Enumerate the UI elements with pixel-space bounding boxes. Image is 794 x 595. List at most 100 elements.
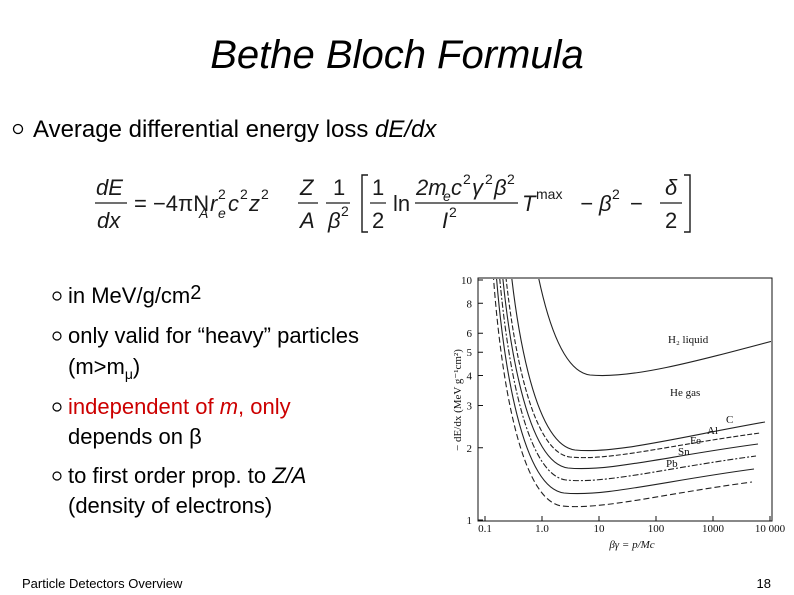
curve — [502, 279, 759, 470]
formula-term: T — [522, 191, 537, 216]
x-tick-label: 1000 — [702, 523, 725, 535]
bullet: Average differential energy loss dE/dx — [33, 116, 437, 143]
page-number: 18 — [757, 576, 771, 591]
item-text: only valid for “heavy” particles — [68, 323, 359, 348]
footer-text: Particle Detectors Overview — [22, 576, 183, 591]
formula-term: 2 — [612, 186, 620, 202]
item-text: to first order prop. to — [68, 463, 272, 488]
formula-term: β — [493, 175, 507, 200]
curve-label: Al — [707, 425, 718, 437]
item-text: ) — [133, 354, 140, 379]
bullet-marker — [52, 471, 62, 481]
item: (m>mμ) — [68, 354, 140, 382]
curve-label: He gas — [670, 387, 700, 399]
item-text: independent of — [68, 394, 220, 419]
formula-term: 2 — [449, 204, 457, 220]
formula-term: e — [443, 188, 451, 204]
formula-term: 2m — [415, 175, 447, 200]
formula-term: dx — [97, 208, 121, 233]
x-tick-label: 10 000 — [755, 523, 786, 535]
curve — [538, 279, 771, 377]
formula-term: − β — [580, 191, 612, 216]
formula-term: z — [248, 191, 260, 216]
curve-label: H₂ liquid — [668, 334, 709, 346]
formula-term: ln — [393, 191, 410, 216]
formula-term: Z — [299, 175, 315, 200]
y-tick-label: 2 — [467, 443, 473, 455]
y-tick-label: 3 — [467, 400, 473, 412]
bullet-marker — [12, 123, 24, 135]
item: to first order prop. to Z/A — [68, 463, 306, 488]
bullet-emph: dE/dx — [375, 116, 437, 143]
y-tick-label: 4 — [467, 371, 473, 383]
bracket — [361, 174, 368, 233]
y-axis-label: − dE/dx (MeV g⁻¹cm²) — [452, 349, 464, 451]
formula-term: γ — [472, 175, 485, 200]
curve — [511, 279, 766, 452]
formula-term: e — [218, 205, 226, 221]
formula-term: c — [228, 191, 239, 216]
formula-term: I — [442, 208, 448, 233]
item: in MeV/g/cm2 — [68, 282, 201, 308]
slide-title: Bethe Bloch Formula — [210, 33, 584, 77]
formula-term: β — [327, 208, 341, 233]
item-sub: μ — [125, 366, 133, 382]
item-emph: m — [220, 394, 238, 419]
x-tick-label: 10 — [594, 523, 606, 535]
curve-label: Sn — [678, 446, 690, 458]
formula-term: 2 — [665, 208, 677, 233]
item-text: in MeV/g/cm — [68, 283, 190, 308]
item: independent of m, only — [68, 394, 291, 419]
x-tick-label: 100 — [648, 523, 665, 535]
bullet-marker — [52, 291, 62, 301]
y-tick-label: 6 — [467, 328, 473, 340]
formula-term: A — [298, 208, 315, 233]
formula-term: A — [198, 205, 208, 221]
curve-label: Fe — [690, 435, 701, 447]
sub-bullets: in MeV/g/cm2 only valid for “heavy” part… — [52, 282, 359, 518]
formula-term: 2 — [485, 171, 493, 187]
item-emph: Z/A — [271, 463, 306, 488]
item-text: , only — [238, 394, 291, 419]
y-tick-label: 1 — [467, 515, 473, 527]
formula-term: r — [210, 191, 219, 216]
bracket — [684, 174, 691, 233]
y-tick-label: 10 — [461, 275, 473, 287]
x-axis-label: βγ = p/Mc — [608, 539, 654, 551]
formula-term: dE — [96, 175, 123, 200]
bullet-marker — [52, 331, 62, 341]
formula-term: = −4πN — [134, 191, 209, 216]
formula-term: − — [630, 191, 643, 216]
curve — [493, 279, 753, 508]
y-tick-label: 8 — [467, 298, 473, 310]
bullet-marker — [52, 402, 62, 412]
formula-term: max — [536, 186, 562, 202]
formula-term: 1 — [333, 175, 345, 200]
formula-term: δ — [665, 175, 678, 200]
item-text: depends on β — [68, 424, 202, 449]
formula: dE dx = −4πN A r 2 e c 2 z 2 Z A 1 β 2 1… — [95, 171, 691, 233]
item-sup: 2 — [190, 282, 201, 304]
formula-term: c — [451, 175, 462, 200]
formula-term: 2 — [240, 186, 248, 202]
formula-term: 2 — [463, 171, 471, 187]
item-text: (density of electrons) — [68, 493, 272, 518]
formula-term: 2 — [261, 186, 269, 202]
energy-loss-plot: H₂ liquid He gas C Al Fe Sn Pb − dE/dx (… — [452, 275, 786, 551]
y-tick-label: 5 — [467, 347, 473, 359]
bullet-text: Average differential energy loss — [33, 116, 375, 143]
x-tick-label: 0.1 — [478, 523, 492, 535]
plot-frame — [477, 277, 773, 522]
curve — [505, 279, 761, 459]
x-tick-label: 1.0 — [535, 523, 549, 535]
item-text: (m>m — [68, 354, 125, 379]
curve-label: Pb — [666, 458, 678, 470]
curve-label: C — [726, 414, 733, 426]
formula-term: 2 — [507, 171, 515, 187]
formula-term: 2 — [341, 203, 349, 219]
formula-term: 2 — [218, 186, 226, 202]
curve — [499, 279, 757, 482]
formula-term: 1 — [372, 175, 384, 200]
curve — [496, 279, 755, 495]
